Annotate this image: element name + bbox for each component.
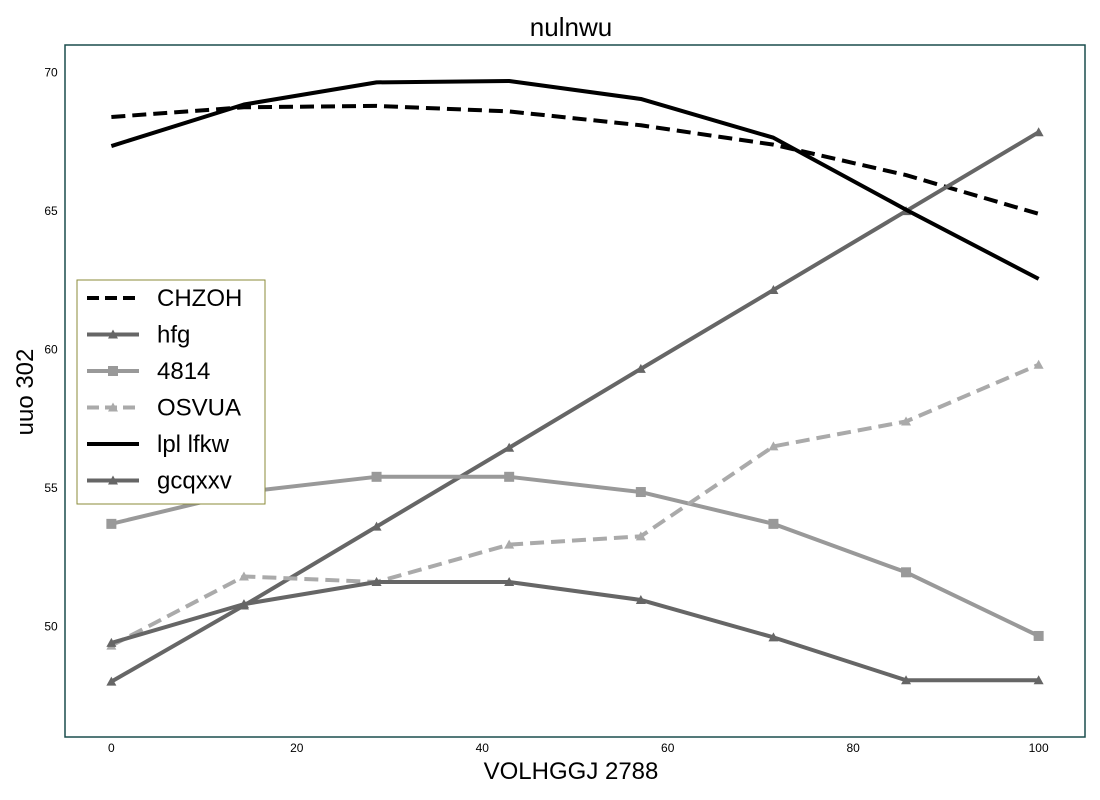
series-5 [106,576,1044,685]
series-line [110,474,1040,638]
data-point [106,676,117,686]
x-tick-label: 60 [661,741,675,755]
data-point [635,531,646,541]
legend-entry: lpl lfkw [87,431,230,458]
data-point [1033,359,1044,369]
legend-marker [108,402,118,412]
data-point [371,521,382,531]
legend-marker [108,475,118,485]
data-point [371,576,382,586]
legend-entry: 4814 [87,358,210,385]
series-line [111,103,1040,216]
data-point [504,442,515,452]
y-tick-label: 60 [44,342,58,356]
legend-entry: CHZOH [87,285,242,312]
legend-entry: hfg [87,322,190,349]
data-point [1033,675,1044,685]
data-point [635,487,646,498]
series-line [110,579,1039,683]
legend-label: 4814 [157,358,210,385]
data-point [238,599,249,609]
data-point [106,637,117,647]
data-point [635,594,646,604]
x-tick-label: 20 [290,741,304,755]
data-point [371,471,382,482]
series-4 [110,78,1040,281]
axis-ticks: 0 20 40 60 80 100 50 55 60 65 70 [44,66,1049,755]
series-3 [106,359,1044,650]
y-tick-label: 70 [44,66,58,80]
legend-marker [108,366,118,376]
data-point [504,539,515,549]
data-point [635,363,646,373]
data-point [106,518,117,529]
data-point [238,571,249,581]
legend-label: CHZOH [157,285,242,312]
x-axis-label: VOLHGGJ 2788 [484,758,659,785]
data-point [768,441,779,451]
legend-entry: gcqxxv [87,468,232,495]
legend-label: hfg [157,322,190,349]
series-0 [111,103,1040,216]
data-point [768,632,779,642]
data-point [504,576,515,586]
data-point [901,416,912,426]
x-tick-label: 80 [847,741,861,755]
series-line [110,362,1040,648]
legend: CHZOH hfg 4814 OSVUA lpl lfkw gcqxxv [76,279,266,505]
chart-title: nulnwu [530,12,612,42]
legend-box [76,279,266,505]
series-layer [106,78,1044,686]
data-point [1033,630,1044,641]
data-point [901,567,912,578]
legend-label: gcqxxv [157,468,232,495]
y-tick-label: 55 [44,481,58,495]
series-line [110,78,1040,281]
x-tick-label: 0 [108,741,115,755]
series-2 [106,471,1044,641]
legend-label: OSVUA [157,395,241,422]
y-axis-label: uuo 302 [12,349,39,436]
data-point [768,284,779,294]
data-point [901,675,912,685]
legend-label: lpl lfkw [157,431,230,458]
data-point [504,471,515,482]
data-point [1033,127,1044,137]
y-tick-label: 65 [44,204,58,218]
y-tick-label: 50 [44,619,58,633]
plot-area-frame [64,44,1086,738]
x-tick-label: 40 [476,741,490,755]
x-tick-label: 100 [1029,741,1049,755]
data-point [768,518,779,529]
legend-marker [108,329,118,339]
series-line [110,130,1040,684]
legend-entry: OSVUA [87,395,241,422]
